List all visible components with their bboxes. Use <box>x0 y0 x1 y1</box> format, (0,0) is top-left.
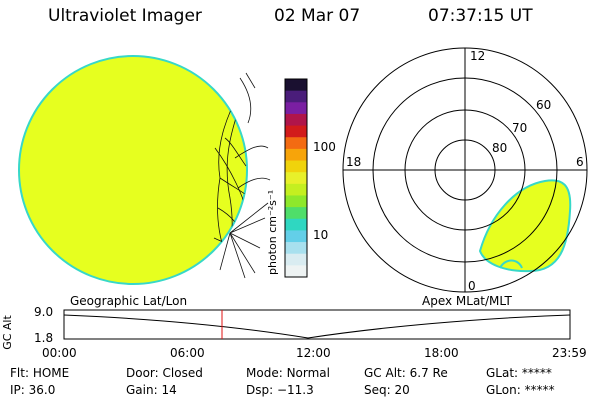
timeline-ylabel-box: GC Alt <box>0 314 14 350</box>
colorbar-stripe <box>285 172 307 185</box>
colorbar-tick-100: 100 <box>313 140 336 154</box>
mode-value: Normal <box>286 366 330 380</box>
timeline-frame <box>63 309 571 340</box>
timeline-xtick-2359: 23:59 <box>552 346 587 360</box>
timeline-ytick-low: 1.8 <box>34 331 54 345</box>
colorbar: photon cm⁻²s⁻¹ <box>266 78 308 278</box>
colorbar-stripe <box>285 148 307 162</box>
colorbar-stripe <box>285 137 307 150</box>
door-value: Closed <box>162 366 203 380</box>
right-panel-label: Apex MLat/MLT <box>422 294 512 308</box>
mlt-label-18: 18 <box>346 155 361 169</box>
timeline-xtick-1800: 18:00 <box>424 346 459 360</box>
graticule-outside <box>219 72 271 279</box>
colorbar-stripe <box>285 79 307 92</box>
colorbar-tick-10: 10 <box>313 228 329 242</box>
gain-value: 14 <box>161 383 177 397</box>
status-glat: GLat: ***** <box>486 366 552 380</box>
colorbar-stripe <box>285 102 307 115</box>
colorbar-stripe <box>285 253 307 266</box>
colorbar-stripe <box>285 230 307 243</box>
timeline-xtick-0000: 00:00 <box>42 346 77 360</box>
gc-alt-value: 6.7 Re <box>409 366 448 380</box>
colorbar-stripe <box>285 183 307 196</box>
ip-value: 36.0 <box>28 383 56 397</box>
status-dsp: Dsp: −11.3 <box>246 383 314 397</box>
polar-grid <box>342 47 588 293</box>
geographic-image-panel <box>18 55 271 285</box>
date-label: 02 Mar 07 <box>274 6 361 26</box>
colorbar-stripe <box>285 90 307 103</box>
seq-value: 20 <box>394 383 410 397</box>
timeline-ytick-high: 9.0 <box>34 305 54 319</box>
glon-value: ***** <box>524 383 555 397</box>
mlt-label-6: 6 <box>576 155 584 169</box>
status-glon: GLon: ***** <box>486 383 555 397</box>
earth-disk <box>18 55 248 285</box>
status-gc-alt: GC Alt: 6.7 Re <box>364 366 448 380</box>
colorbar-frame <box>284 78 308 278</box>
status-door: Door: Closed <box>126 366 203 380</box>
status-mode: Mode: Normal <box>246 366 330 380</box>
colorbar-stripes <box>285 79 307 278</box>
app-title: Ultraviolet Imager <box>48 6 202 26</box>
colorbar-unit-label: photon cm⁻²s⁻¹ <box>266 190 279 275</box>
status-seq: Seq: 20 <box>364 383 410 397</box>
glat-value: ***** <box>521 366 552 380</box>
colorbar-stripe <box>285 195 307 208</box>
mlat-label-80: 80 <box>492 141 507 155</box>
colorbar-stripe <box>285 218 307 231</box>
mlat-label-70: 70 <box>512 121 527 135</box>
timeline-ylabel: GC Alt <box>0 315 14 350</box>
colorbar-stripe <box>285 125 307 138</box>
flt-value: HOME <box>32 366 70 380</box>
altitude-curve <box>63 314 571 339</box>
timeline-xtick-0600: 06:00 <box>170 346 205 360</box>
dsp-value: −11.3 <box>276 383 314 397</box>
timeline-xtick-1200: 12:00 <box>296 346 331 360</box>
colorbar-stripe <box>285 160 307 173</box>
colorbar-stripe <box>285 207 307 220</box>
mlat-label-60: 60 <box>536 98 551 112</box>
status-flt: Flt: HOME <box>10 366 70 380</box>
mlt-label-0: 0 <box>468 279 476 293</box>
colorbar-stripe <box>285 265 307 278</box>
status-gain: Gain: 14 <box>126 383 177 397</box>
colorbar-stripe <box>285 242 307 255</box>
timeline-plot <box>63 309 571 340</box>
left-panel-label: Geographic Lat/Lon <box>70 294 188 308</box>
mlt-label-12: 12 <box>470 49 485 63</box>
auroral-oval <box>478 179 572 273</box>
polar-mlat-mlt-panel: 12 18 6 0 60 70 80 <box>342 47 588 293</box>
time-label: 07:37:15 UT <box>428 6 533 26</box>
colorbar-stripe <box>285 113 307 127</box>
status-ip: IP: 36.0 <box>10 383 56 397</box>
